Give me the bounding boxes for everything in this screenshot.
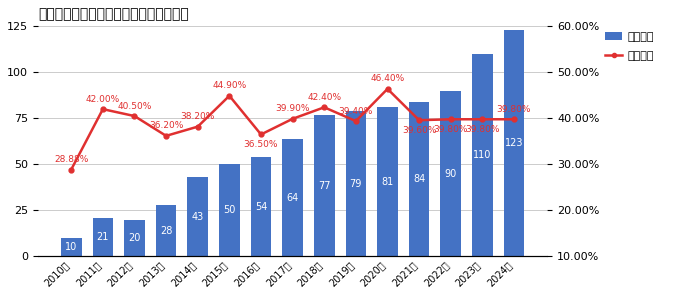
Bar (346, 111, 366, 256)
Text: 84: 84 (413, 174, 425, 184)
Bar (61, 238, 81, 256)
Bar (472, 54, 493, 256)
Text: 38.20%: 38.20% (180, 112, 215, 121)
Bar (441, 91, 461, 256)
Text: 10: 10 (65, 242, 77, 252)
Text: 39.60%: 39.60% (402, 126, 437, 135)
Text: 42.00%: 42.00% (85, 95, 120, 104)
Text: 39.90%: 39.90% (275, 104, 310, 113)
Bar (314, 115, 334, 256)
Text: 123: 123 (504, 138, 523, 148)
Text: 50: 50 (223, 205, 235, 215)
Bar (219, 164, 239, 256)
Text: 44.90%: 44.90% (212, 81, 247, 90)
Bar (156, 205, 176, 256)
Text: 46.40%: 46.40% (370, 74, 405, 83)
Text: 77: 77 (318, 181, 330, 191)
Bar (124, 220, 145, 256)
Text: 43: 43 (192, 212, 204, 222)
Text: 40.50%: 40.50% (117, 101, 152, 111)
Bar (282, 139, 303, 256)
Text: 90: 90 (445, 169, 457, 178)
Text: 39.40%: 39.40% (339, 106, 373, 116)
Text: 81: 81 (382, 177, 394, 187)
Bar (409, 102, 429, 256)
Bar (504, 30, 524, 256)
Text: 36.20%: 36.20% (149, 121, 183, 130)
Text: 36.50%: 36.50% (244, 140, 278, 149)
Text: 積水ハウスの一株配当・配当性向の推移: 積水ハウスの一株配当・配当性向の推移 (38, 7, 188, 21)
Text: 21: 21 (97, 232, 109, 242)
Text: 28.88%: 28.88% (54, 155, 88, 164)
Bar (251, 157, 271, 256)
Text: 64: 64 (287, 193, 299, 203)
Bar (93, 218, 113, 256)
Text: 39.80%: 39.80% (497, 105, 532, 114)
Text: 39.80%: 39.80% (433, 125, 468, 134)
Text: 42.40%: 42.40% (307, 93, 341, 102)
Text: 54: 54 (255, 202, 267, 212)
Legend: 一株配当, 配当性向: 一株配当, 配当性向 (605, 32, 654, 61)
Text: 39.80%: 39.80% (465, 125, 500, 134)
Text: 20: 20 (128, 233, 140, 243)
Text: 110: 110 (473, 150, 492, 160)
Bar (377, 107, 398, 256)
Text: 28: 28 (160, 226, 172, 236)
Text: 79: 79 (350, 179, 362, 189)
Bar (187, 177, 208, 256)
